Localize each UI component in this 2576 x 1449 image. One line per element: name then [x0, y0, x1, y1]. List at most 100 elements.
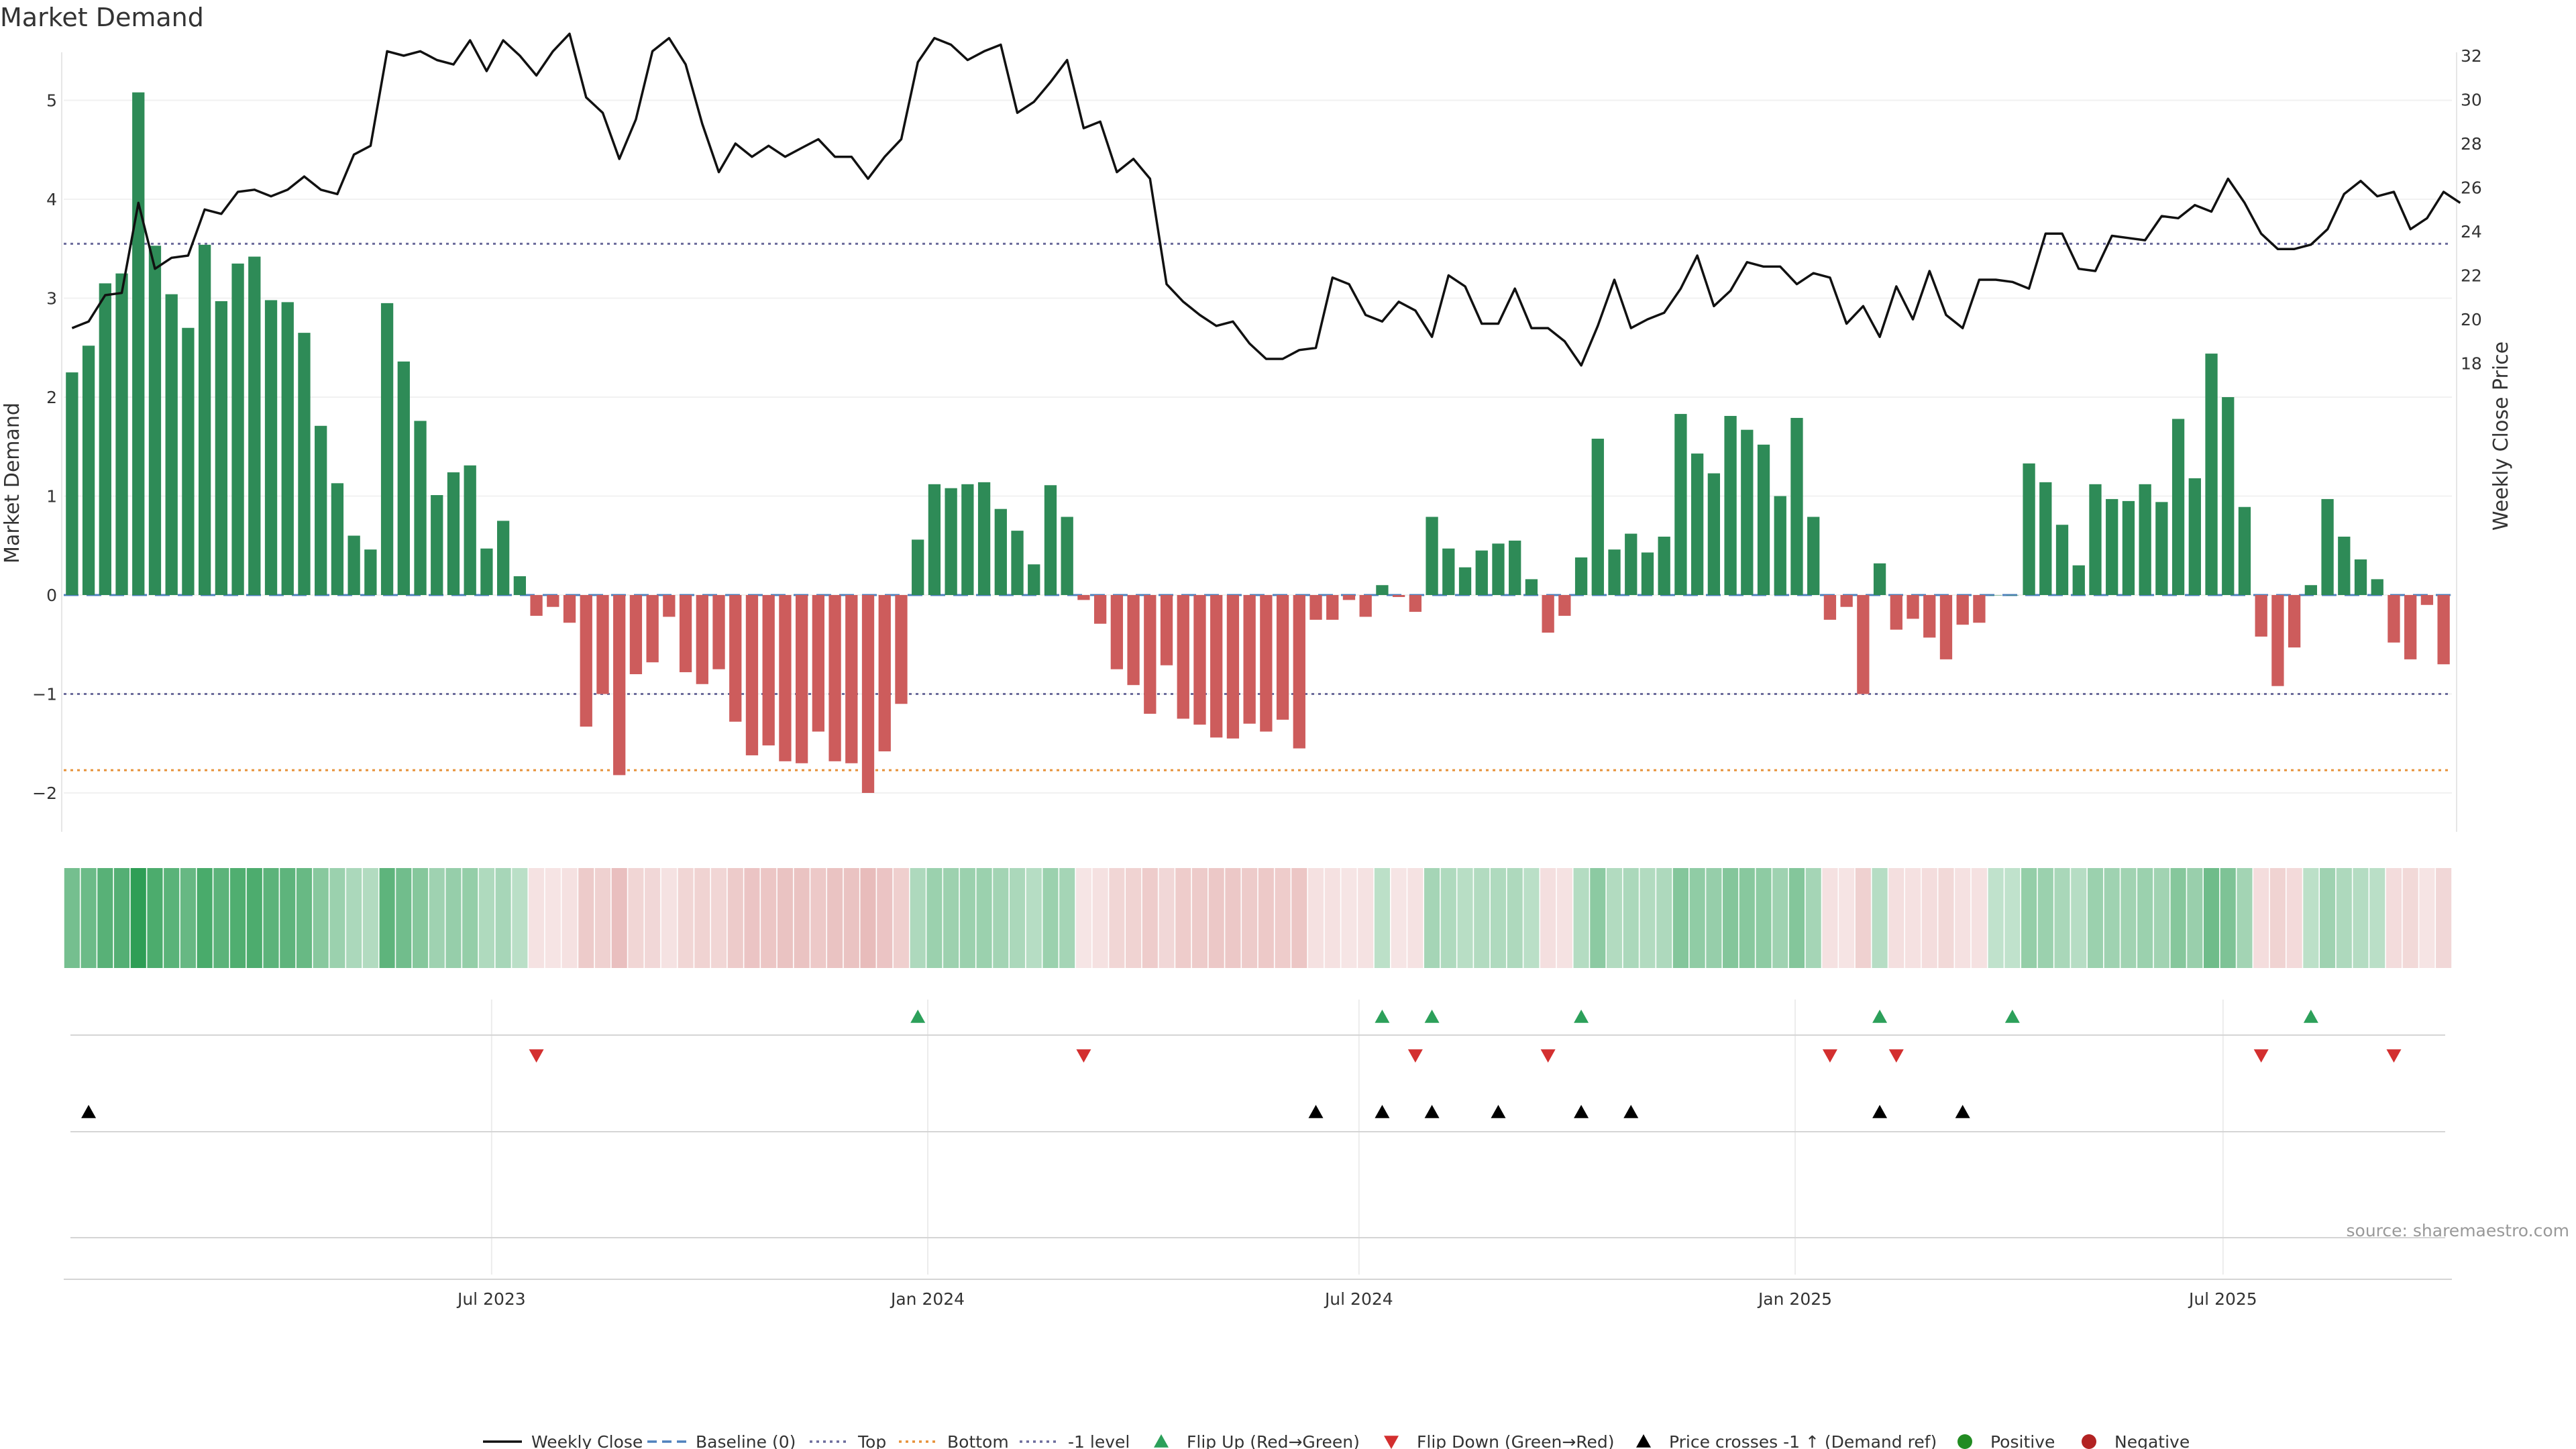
heat-cell [2021, 868, 2037, 968]
heat-cell [1109, 868, 1125, 968]
heat-cell [710, 868, 727, 968]
demand-bar [1923, 595, 1936, 638]
demand-bar [1939, 595, 1953, 659]
demand-heat-strip [64, 868, 2452, 968]
demand-bar [2371, 579, 2383, 595]
heat-cell [362, 868, 378, 968]
heat-cell [1839, 868, 1855, 968]
demand-bar [248, 256, 261, 595]
price-cross-marker [1308, 1105, 1324, 1118]
demand-bar [1359, 595, 1372, 617]
flip-up-marker [1375, 1010, 1390, 1023]
demand-bar [679, 595, 692, 673]
heat-cell [860, 868, 876, 968]
heat-cell [1556, 868, 1572, 968]
heat-cell [2170, 868, 2186, 968]
price-cross-marker [1424, 1105, 1440, 1118]
heat-cell [1242, 868, 1258, 968]
left-tick-label: −1 [32, 685, 57, 704]
demand-bars [66, 92, 2450, 793]
flip-up-marker [2004, 1010, 2020, 1023]
heat-cell [2121, 868, 2137, 968]
heat-cell [1689, 868, 1705, 968]
demand-bar [480, 548, 493, 595]
heat-cell [1092, 868, 1108, 968]
demand-bar [1193, 595, 1206, 725]
demand-bar [1376, 585, 1389, 595]
heat-cell [2385, 868, 2402, 968]
demand-bar [895, 595, 908, 704]
chart-title: Market Demand [0, 3, 204, 32]
demand-bar [994, 508, 1007, 595]
heat-cell [1490, 868, 1507, 968]
heat-cell [2054, 868, 2070, 968]
demand-bar [2354, 559, 2367, 595]
demand-bar [2155, 502, 2168, 595]
heat-cell [1805, 868, 1821, 968]
heat-cell [429, 868, 445, 968]
demand-bar [182, 327, 195, 595]
heat-cell [1872, 868, 1888, 968]
heat-cell [1225, 868, 1241, 968]
demand-bar [132, 92, 145, 595]
heat-cell [2320, 868, 2336, 968]
price-line-layer [71, 32, 2461, 367]
heat-cell [396, 868, 412, 968]
heat-cell [694, 868, 710, 968]
demand-bar [2420, 595, 2434, 605]
demand-bar [231, 263, 244, 595]
demand-bar [2288, 595, 2301, 648]
price-cross-marker [1574, 1105, 1589, 1118]
demand-bar [2255, 595, 2267, 637]
legend-label: Bottom [947, 1432, 1009, 1449]
legend-swatch-dot [2082, 1434, 2096, 1449]
heat-cell [877, 868, 893, 968]
heat-cell [594, 868, 611, 968]
price-cross-marker [1375, 1105, 1390, 1118]
heat-cell [1324, 868, 1340, 968]
right-tick-label: 28 [2461, 134, 2482, 154]
demand-bar [1907, 595, 1919, 619]
demand-bar [961, 484, 974, 595]
demand-bar [1690, 453, 1704, 595]
demand-bar [1044, 485, 1057, 595]
demand-bar [447, 472, 460, 595]
flip-down-marker [1822, 1049, 1837, 1063]
demand-bar [1475, 550, 1488, 595]
heat-cell [379, 868, 395, 968]
demand-bar [496, 521, 510, 595]
demand-bar [1426, 517, 1438, 595]
heat-cell [1788, 868, 1805, 968]
heat-cell [462, 868, 478, 968]
demand-bar [1774, 496, 1786, 595]
demand-bar [878, 595, 891, 752]
demand-bar [66, 372, 78, 595]
heat-cell [976, 868, 992, 968]
demand-bar [2205, 354, 2218, 595]
heat-cell [893, 868, 910, 968]
demand-bar [530, 595, 543, 616]
demand-bar [2122, 500, 2135, 595]
demand-bar [1160, 595, 1173, 665]
heat-cell [1208, 868, 1224, 968]
demand-bar [1724, 416, 1737, 595]
heat-cell [761, 868, 777, 968]
demand-bar [1293, 595, 1305, 749]
heat-cell [1126, 868, 1142, 968]
demand-bar [1873, 563, 1886, 595]
demand-bar [1574, 557, 1588, 595]
demand-bar [2023, 463, 2035, 595]
heat-cell [744, 868, 760, 968]
demand-bar [1409, 595, 1422, 612]
demand-bar [1260, 595, 1273, 732]
demand-bar [1823, 595, 1837, 620]
heat-cell [164, 868, 180, 968]
legend-label: -1 level [1068, 1432, 1130, 1449]
heat-cell [280, 868, 296, 968]
x-tick-label: Jul 2025 [2188, 1289, 2257, 1309]
demand-bar [1028, 564, 1040, 595]
heat-cell [1258, 868, 1274, 968]
demand-bar [861, 595, 875, 793]
demand-bar [1525, 579, 1538, 595]
